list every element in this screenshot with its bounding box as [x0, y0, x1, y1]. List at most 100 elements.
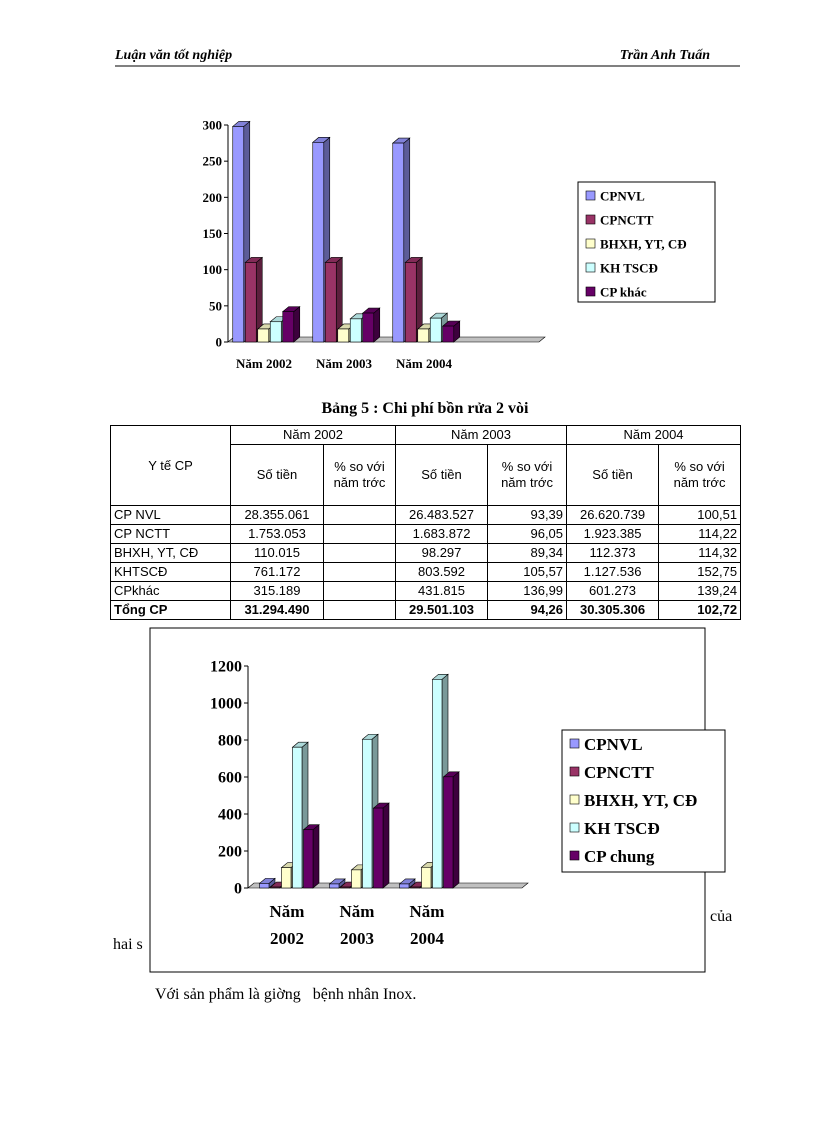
- cell: 105,57: [487, 562, 568, 582]
- data-row: CPkhác 315.189 431.815 136,99 601.273 139,24: [110, 581, 742, 601]
- bar: [232, 126, 245, 343]
- cell: 98.297: [395, 543, 489, 563]
- subheader: Số tiền: [566, 444, 660, 506]
- cell: 803.592: [395, 562, 489, 582]
- cell: [322, 562, 397, 582]
- legend-label: BHXH, YT, CĐ: [600, 237, 687, 252]
- bar: [312, 142, 325, 343]
- bar-side: [373, 307, 381, 343]
- cell: 26.483.527: [395, 505, 489, 525]
- legend-label: CP chung: [584, 847, 655, 866]
- bar: [417, 328, 430, 343]
- bar: [340, 886, 351, 889]
- bar: [259, 883, 270, 889]
- cell: 601.273: [566, 581, 660, 601]
- cell: 1.753.053: [230, 524, 324, 544]
- legend-swatch: [569, 738, 580, 749]
- cell: 110.015: [230, 543, 324, 563]
- subheader: % so với năm trớc: [487, 444, 568, 506]
- header-right: Trần Anh Tuấn: [619, 48, 710, 63]
- cell: 96,05: [487, 524, 568, 544]
- y-tick-label: 600: [218, 770, 242, 787]
- cell: 100,51: [658, 505, 742, 525]
- body-fragment: Với sản phẩm là giờng bệnh nhân Inox.: [155, 986, 417, 1003]
- bar: [337, 328, 350, 343]
- bar-side: [452, 771, 460, 889]
- legend-box: [577, 181, 716, 303]
- y-tick-label: 0: [234, 881, 242, 898]
- cell: 29.501.103: [395, 600, 489, 620]
- bar: [404, 262, 417, 343]
- data-row: KHTSCĐ 761.172 803.592 105,57 1.127.536 152,7…: [110, 562, 742, 582]
- cell: 112.373: [566, 543, 660, 563]
- x-tick-label: Năm 2003: [339, 902, 375, 948]
- cost-table: Y tế CP Năm 2002 Năm 2003 Năm 2004 Số tiền% …: [110, 425, 742, 620]
- bar: [349, 318, 362, 343]
- year-header: Năm 2002: [229, 425, 397, 445]
- cell: 114,22: [658, 524, 742, 544]
- legend-label: CPNCTT: [584, 763, 655, 782]
- legend-label: KH TSCĐ: [600, 261, 658, 276]
- bar: [269, 321, 282, 343]
- cell: BHXH, YT, CĐ: [110, 543, 231, 563]
- year-header: Năm 2003: [395, 425, 568, 445]
- cell: 26.620.739: [566, 505, 660, 525]
- legend-swatch: [569, 766, 580, 777]
- y-tick-label: 200: [203, 190, 223, 205]
- bar: [429, 317, 442, 343]
- cell: [322, 524, 397, 544]
- x-tick-label: Năm 2002: [236, 356, 292, 371]
- bar: [257, 328, 270, 343]
- legend-label: CP khác: [600, 285, 647, 300]
- legend-swatch: [585, 238, 596, 249]
- bar: [362, 738, 373, 889]
- bar: [351, 869, 362, 889]
- cell: [322, 600, 397, 620]
- data-row: Tổng CP 31.294.490 29.501.103 94,26 30.305.3…: [110, 600, 742, 620]
- data-row: BHXH, YT, CĐ 110.015 98.297 89,34 112.373 114…: [110, 543, 742, 563]
- cell: 136,99: [487, 581, 568, 601]
- cell: [322, 543, 397, 563]
- cell: 28.355.061: [230, 505, 324, 525]
- cell: 30.305.306: [566, 600, 660, 620]
- bar-side: [293, 305, 301, 343]
- bar: [362, 312, 375, 343]
- x-tick-label: Năm 2004: [409, 902, 445, 948]
- subheader-row: Số tiền% so với năm trớc Số tiền% so với …: [111, 444, 742, 506]
- bar: [443, 776, 454, 889]
- y-tick-label: 200: [218, 844, 242, 861]
- y-tick-label: 100: [203, 262, 223, 277]
- bar: [399, 883, 410, 889]
- year-header: Năm 2004: [566, 425, 742, 445]
- y-tick-label: 150: [203, 226, 223, 241]
- legend-swatch: [569, 794, 580, 805]
- legend-swatch: [569, 822, 580, 833]
- cell: Tổng CP: [110, 600, 231, 620]
- cell: KHTSCĐ: [110, 562, 231, 582]
- subheader: Số tiền: [230, 444, 324, 506]
- y-tick-label: 50: [209, 298, 222, 313]
- bar: [442, 325, 455, 343]
- legend-swatch: [585, 190, 596, 201]
- bar: [282, 311, 295, 343]
- legend-swatch: [585, 262, 596, 273]
- y-tick-label: 800: [218, 733, 242, 750]
- subheader: % so với năm trớc: [658, 444, 742, 506]
- subheader: Số tiền: [395, 444, 489, 506]
- bar: [373, 807, 384, 889]
- legend-swatch: [585, 286, 596, 297]
- x-tick-label: Năm 2004: [396, 356, 452, 371]
- bar: [270, 886, 281, 889]
- cell: 93,39: [487, 505, 568, 525]
- cell: CPkhác: [110, 581, 231, 601]
- cell: 94,26: [487, 600, 568, 620]
- bar-side: [312, 824, 320, 889]
- data-row: CP NCTT 1.753.053 1.683.872 96,05 1.923.385 1…: [110, 524, 742, 544]
- x-tick-label: Năm 2002: [269, 902, 305, 948]
- table-title: Bảng 5 : Chi phí bồn rửa 2 vòi: [321, 400, 529, 417]
- bar-side: [382, 802, 390, 889]
- legend-label: CPNVL: [600, 189, 645, 204]
- subheader: % so với năm trớc: [322, 444, 397, 506]
- cell: 102,72: [658, 600, 742, 620]
